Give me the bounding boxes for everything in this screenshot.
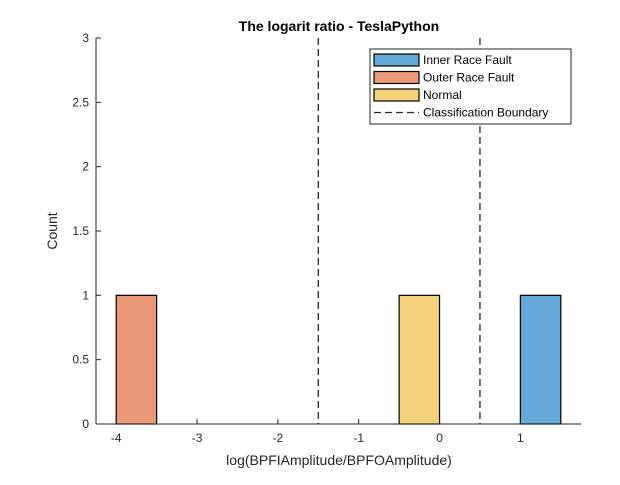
bar-inner-race-fault [519,294,562,425]
bars [115,294,562,425]
y-tick-label: 2.5 [72,95,89,109]
x-tick-label: -3 [192,431,203,445]
chart-title: The logarit ratio - TeslaPython [239,18,439,34]
bar-outer-race-fault [115,294,158,425]
x-tick-label: -2 [273,431,284,445]
legend: Inner Race Fault Outer Race Fault Normal Cl… [369,48,572,125]
x-tick-label: -4 [111,431,122,445]
y-tick-label: 1.5 [72,224,89,238]
y-tick-label: 3 [82,31,89,45]
y-tick-label: 0 [82,417,89,431]
x-tick-label: 0 [436,431,443,445]
x-tick-label: -1 [353,431,364,445]
x-axis-label: log(BPFIAmplitude/BPFOAmplitude) [226,452,452,468]
bar-normal [398,294,441,425]
y-axis-label: Count [44,212,60,249]
legend-label: Normal [423,88,462,102]
boundary-lines [317,38,481,424]
y-tick-label: 2 [82,160,89,174]
legend-label: Outer Race Fault [423,71,515,85]
y-tick-label: 0.5 [72,353,89,367]
legend-swatch [373,70,420,85]
y-tick-label: 1 [82,288,89,302]
legend-swatch [373,88,420,102]
legend-label: Classification Boundary [423,106,548,120]
axes: -4 -3 -2 -1 0 1 0 0.5 1 1.5 2 2.5 3 [72,31,581,445]
legend-swatch [373,53,420,67]
legend-label: Inner Race Fault [423,53,512,67]
x-tick-label: 1 [517,431,524,445]
